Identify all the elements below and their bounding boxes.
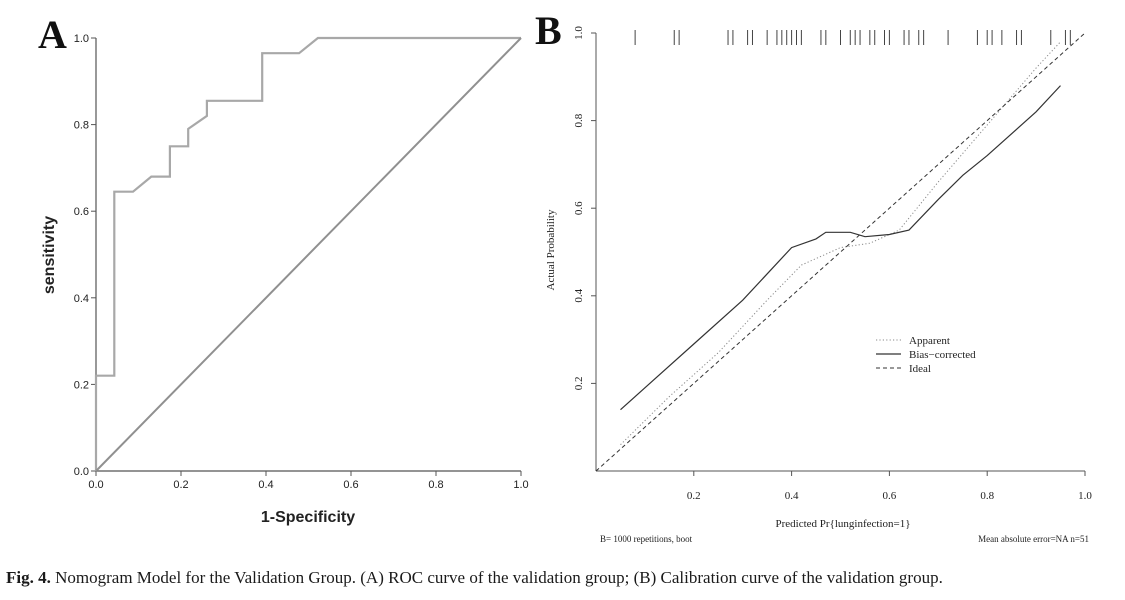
cal-rug — [634, 30, 1071, 45]
roc-series — [94, 36, 522, 472]
roc-x-tick-label: 1.0 — [513, 479, 528, 491]
roc-y-axis-label: sensitivity — [41, 216, 58, 294]
roc-x-tick-label: 0.0 — [88, 479, 103, 491]
cal-annotation-left: B= 1000 repetitions, boot — [600, 534, 693, 544]
panel-label-a: A — [38, 12, 67, 57]
cal-x-axis-label: Predicted Pr{lunginfection=1} — [776, 518, 911, 530]
caption-label: Fig. 4. — [6, 568, 51, 587]
roc-y-tick-label: 1.0 — [74, 33, 89, 45]
panel-b-calibration: B 0.2 0.4 0.6 0.8 1.0 0.2 0.4 0.6 0.8 1.0 Predic… — [535, 8, 1092, 544]
panel-label-b: B — [535, 8, 562, 53]
roc-x-tick-label: 0.4 — [258, 479, 273, 491]
roc-y-tick-label: 0.8 — [74, 120, 89, 132]
cal-series — [595, 32, 1086, 472]
cal-y-axis-label: Actual Probability — [545, 209, 557, 290]
cal-y-tick-label: 1.0 — [573, 26, 585, 40]
cal-x-tick-label: 0.8 — [980, 490, 994, 502]
cal-x-ticks: 0.2 0.4 0.6 0.8 1.0 — [687, 471, 1092, 502]
roc-y-ticks: 0.0 0.2 0.4 0.6 0.8 1.0 — [74, 33, 96, 478]
roc-x-axis-label: 1-Specificity — [261, 509, 355, 526]
roc-x-tick-label: 0.8 — [428, 479, 443, 491]
roc-y-tick-label: 0.6 — [74, 206, 89, 218]
cal-legend-label: Bias−corrected — [909, 349, 976, 361]
cal-y-tick-label: 0.4 — [573, 288, 585, 302]
roc-x-tick-label: 0.6 — [343, 479, 358, 491]
cal-legend-label: Apparent — [909, 335, 950, 347]
cal-series-solid — [620, 85, 1061, 411]
cal-y-tick-label: 0.6 — [573, 201, 585, 215]
cal-x-tick-label: 0.2 — [687, 490, 701, 502]
roc-y-tick-label: 0.0 — [74, 466, 89, 478]
cal-series-dotted — [620, 41, 1061, 446]
cal-y-tick-label: 0.2 — [573, 377, 585, 391]
roc-y-tick-label: 0.2 — [74, 379, 89, 391]
caption-text: Nomogram Model for the Validation Group.… — [55, 568, 943, 587]
cal-x-tick-label: 1.0 — [1078, 490, 1092, 502]
cal-annotation-right: Mean absolute error=NA n=51 — [978, 534, 1089, 544]
cal-y-tick-label: 0.8 — [573, 113, 585, 127]
cal-y-ticks: 0.2 0.4 0.6 0.8 1.0 — [573, 26, 596, 391]
panel-a-roc: A 0.0 0.2 0.4 0.6 0.8 1.0 0.00.20.40.60.81.0 … — [38, 12, 529, 526]
roc-y-tick-label: 0.4 — [74, 293, 89, 305]
cal-x-tick-label: 0.4 — [785, 490, 799, 502]
roc-curve — [94, 36, 521, 471]
cal-legend-label: Ideal — [909, 363, 931, 375]
roc-reference-line — [95, 37, 522, 472]
cal-x-tick-label: 0.6 — [883, 490, 897, 502]
roc-x-ticks: 0.0 0.2 0.4 0.6 0.8 1.0 — [88, 471, 529, 491]
roc-x-tick-label: 0.2 — [173, 479, 188, 491]
cal-series-dashed — [595, 32, 1086, 472]
figure-caption: Fig. 4. Nomogram Model for the Validatio… — [6, 568, 1121, 588]
cal-legend: Apparent Bias−corrected Ideal — [876, 335, 976, 375]
